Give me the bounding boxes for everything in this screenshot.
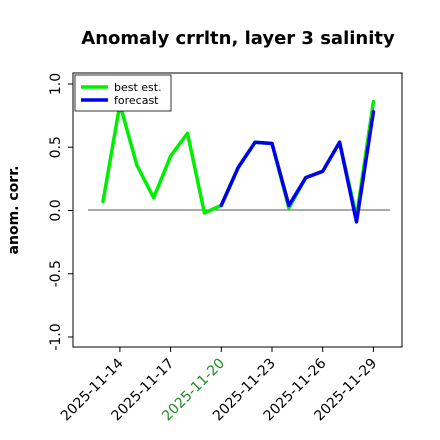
data-series [101, 99, 376, 224]
y-tick-label: -1.0 [48, 323, 64, 350]
y-tick-label: 1.0 [48, 73, 64, 95]
y-tick-label: -0.5 [48, 260, 64, 287]
series-line-forecast [219, 110, 376, 224]
legend-box [74, 74, 172, 112]
chart-title: Anomaly crrltn, layer 3 salinity [81, 28, 395, 49]
y-tick-label: 0.0 [48, 199, 64, 221]
legend-entry-label: best est. [114, 81, 162, 94]
y-axis-ticks: -1.0 -0.5 0.0 0.5 1.0 [48, 73, 73, 351]
series-line-best-est [101, 99, 376, 219]
legend-entry-label: forecast [114, 94, 159, 107]
y-axis-label: anom. corr. [6, 166, 22, 255]
y-tick-label: 0.5 [48, 136, 64, 158]
legend: best est.forecast [74, 74, 172, 112]
x-axis-ticks: 2025-11-142025-11-172025-11-202025-11-23… [58, 347, 380, 424]
